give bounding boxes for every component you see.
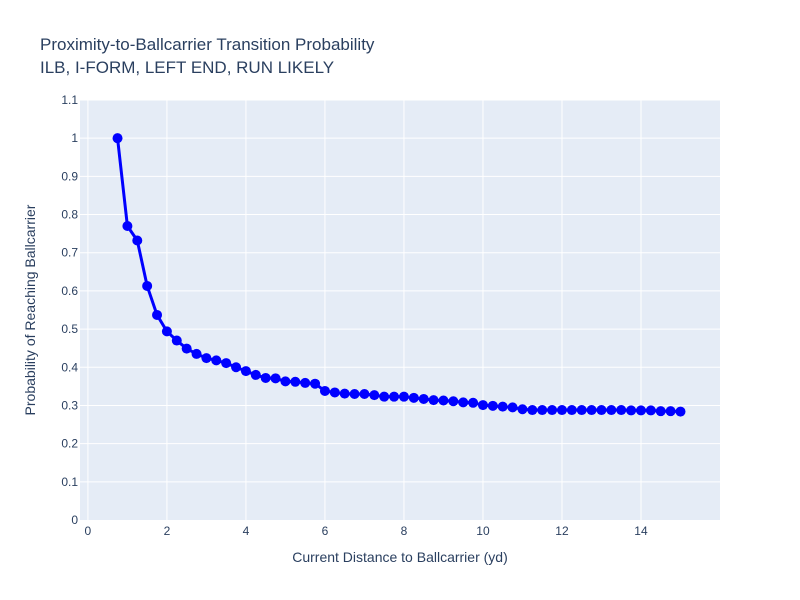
y-tick-label: 1.1 [61, 93, 78, 107]
data-point [240, 366, 251, 377]
x-tick-label: 6 [322, 524, 329, 538]
data-point [319, 385, 330, 396]
data-point [211, 355, 222, 366]
data-point [171, 335, 182, 346]
data-point [497, 401, 508, 412]
data-point [181, 343, 192, 354]
y-tick-label: 0.9 [61, 169, 78, 183]
y-tick-label: 0.2 [61, 437, 78, 451]
y-tick-label: 0.3 [61, 398, 78, 412]
data-point [547, 405, 558, 416]
data-point [537, 405, 548, 416]
data-point [507, 402, 518, 413]
y-tick-label: 0.8 [61, 208, 78, 222]
x-tick-label: 12 [555, 524, 569, 538]
data-point [132, 235, 143, 246]
x-axis-title: Current Distance to Ballcarrier (yd) [292, 549, 508, 565]
plot-area [80, 100, 720, 520]
data-point [280, 376, 291, 387]
data-point [389, 391, 400, 402]
x-tick-label: 8 [401, 524, 408, 538]
data-point [477, 400, 488, 411]
data-point [369, 390, 380, 401]
data-point [201, 353, 212, 364]
data-point [250, 369, 261, 380]
data-point [398, 391, 409, 402]
data-point [448, 396, 459, 407]
data-point [655, 406, 666, 417]
data-points [112, 133, 686, 417]
data-point [231, 362, 242, 373]
data-point [616, 405, 627, 416]
data-point [221, 358, 232, 369]
data-point [329, 387, 340, 398]
grid-lines [80, 99, 720, 520]
data-point [310, 378, 321, 389]
data-point [645, 405, 656, 416]
x-tick-label: 14 [634, 524, 648, 538]
data-point [359, 389, 370, 399]
data-point [152, 309, 163, 320]
data-point [517, 404, 528, 415]
y-axis-title: Probability of Reaching Ballcarrier [22, 204, 38, 415]
x-tick-label: 10 [476, 524, 490, 538]
data-point [339, 388, 350, 399]
data-point [191, 348, 202, 359]
data-point [586, 405, 597, 416]
data-point [428, 395, 439, 406]
data-point [438, 395, 449, 406]
data-point [556, 405, 567, 416]
y-tick-label: 0 [71, 513, 78, 527]
data-point [487, 400, 498, 411]
data-point [468, 397, 479, 408]
data-point [290, 376, 301, 387]
data-point [161, 326, 172, 337]
data-point [576, 405, 587, 416]
data-point [665, 406, 676, 417]
data-point [142, 280, 153, 291]
y-tick-label: 0.7 [61, 246, 78, 260]
data-point [458, 397, 469, 408]
data-point [112, 133, 123, 144]
y-tick-labels: 0 0.1 0.2 0.3 0.4 0.5 0.6 0.7 0.8 0.9 1 1.1 [61, 93, 78, 527]
data-point [596, 405, 607, 416]
data-point [626, 405, 637, 416]
data-point [566, 405, 577, 416]
data-point [408, 392, 419, 403]
x-tick-label: 0 [85, 524, 92, 538]
data-point [527, 405, 538, 416]
y-tick-label: 1 [71, 131, 78, 145]
data-point [260, 372, 271, 383]
chart-subtitle: ILB, I-FORM, LEFT END, RUN LIKELY [40, 58, 334, 77]
y-tick-label: 0.4 [61, 360, 78, 374]
data-point [418, 393, 429, 404]
data-point [349, 389, 360, 399]
chart-title: Proximity-to-Ballcarrier Transition Prob… [40, 35, 375, 54]
y-tick-label: 0.6 [61, 284, 78, 298]
data-point [606, 405, 617, 416]
x-tick-label: 4 [243, 524, 250, 538]
data-point [270, 373, 281, 384]
x-tick-label: 2 [164, 524, 171, 538]
x-tick-labels: 0 2 4 6 8 10 12 14 [85, 524, 648, 538]
data-point [122, 221, 133, 231]
data-point [379, 391, 390, 402]
data-point [300, 377, 311, 388]
y-tick-label: 0.1 [61, 475, 78, 489]
data-point [635, 405, 646, 416]
data-point [675, 406, 686, 417]
y-tick-label: 0.5 [61, 322, 78, 336]
